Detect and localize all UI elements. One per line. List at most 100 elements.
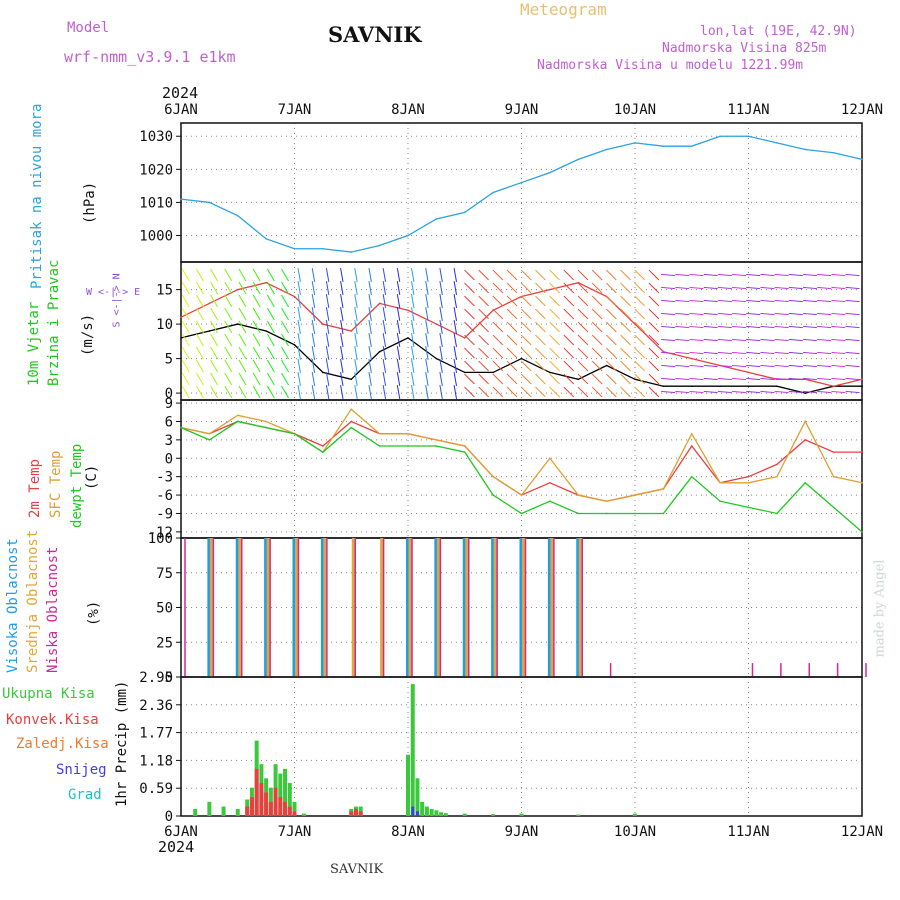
data-point: [350, 330, 353, 332]
wind-arrow: [703, 364, 718, 368]
data-point: [236, 323, 239, 325]
wind-arrow: [577, 295, 589, 307]
time-label-top: 10JAN: [614, 102, 656, 118]
wind-arrow: [297, 346, 301, 360]
wind-arrow: [746, 273, 761, 277]
data-point: [520, 494, 523, 496]
wind-arrow: [506, 386, 518, 398]
data-point: [605, 512, 608, 515]
data-point: [293, 344, 296, 346]
wind-arrow: [492, 308, 504, 320]
wind-arrow: [238, 268, 247, 282]
wind-arrow: [620, 334, 631, 346]
data-point: [832, 151, 835, 154]
wind-arrow: [535, 386, 546, 398]
bar-niska-oblacnost: [241, 538, 243, 677]
wind-arrow: [266, 294, 275, 308]
wind-arrow: [492, 321, 504, 333]
wind-arrow: [788, 390, 803, 394]
wind-arrow: [703, 286, 718, 290]
wind-arrow: [591, 386, 603, 398]
wind-arrow: [464, 321, 475, 333]
wind-arrow: [492, 334, 504, 346]
wind-arrow: [478, 347, 489, 359]
data-point: [463, 337, 466, 339]
bar-srednja-oblacnost: [295, 538, 298, 677]
wind-arrow: [297, 294, 301, 308]
wind-arrow: [281, 385, 289, 399]
wind-arrow: [591, 360, 603, 372]
y-tick-label: 1030: [139, 129, 173, 145]
wind-arrow: [760, 351, 775, 355]
wind-arrow: [591, 347, 603, 359]
year-bottom: 2024: [158, 838, 195, 856]
wind-arrow: [831, 325, 846, 329]
bar-konvek-kisa: [273, 787, 278, 816]
bar-visoka-oblacnost: [292, 538, 297, 677]
data-point: [180, 337, 182, 339]
wind-arrow: [238, 333, 247, 347]
wind-arrow: [354, 320, 358, 334]
data-point: [804, 392, 807, 394]
data-point: [322, 323, 324, 325]
wind-arrow: [464, 282, 475, 294]
bar-srednja-oblacnost: [266, 538, 270, 677]
time-label-bottom: 10JAN: [614, 824, 656, 840]
wind-arrow: [396, 333, 401, 347]
wind-arrow: [439, 346, 443, 360]
bar-konvek-kisa: [353, 808, 358, 816]
bar-niska-oblacnost: [524, 538, 527, 677]
wind-arrow: [577, 373, 589, 385]
y-tick-label: 1020: [139, 162, 173, 178]
wind-arrow: [425, 281, 429, 295]
wind-arrow: [634, 334, 646, 346]
wind-arrow: [802, 286, 817, 290]
wind-arrow: [535, 321, 546, 333]
legend-graupel: Grad: [68, 787, 102, 803]
wind-arrow: [425, 307, 429, 321]
wind-arrow: [425, 346, 429, 360]
wind-arrow: [845, 364, 860, 368]
wind-arrow: [252, 359, 261, 373]
data-point: [690, 357, 693, 360]
data-point: [690, 385, 693, 388]
data-point: [832, 506, 835, 509]
wind-arrow: [520, 282, 532, 294]
wind-arrow: [340, 281, 344, 295]
bar-visoka-oblacnost: [320, 538, 325, 677]
wind-arrow: [549, 321, 560, 333]
wind-arrow: [774, 312, 789, 316]
data-point: [322, 445, 324, 447]
bar-konvek-kisa: [268, 801, 273, 816]
wind-arrow: [817, 325, 832, 329]
cloud-ylabel-low: Niska Oblacnost: [45, 546, 61, 673]
data-point: [293, 247, 296, 250]
data-point: [407, 309, 409, 312]
wind-arrow: [252, 307, 261, 321]
wind-compass: W <-|-> E: [86, 287, 141, 298]
wind-arrow: [368, 372, 372, 386]
data-point: [690, 445, 693, 447]
footer-station: SAVNIK: [330, 862, 384, 877]
wind-arrow: [492, 295, 504, 307]
bar-ukupna-kisa: [207, 801, 212, 816]
wind-arrow: [281, 333, 289, 347]
bar-niska-oblacnost: [297, 538, 300, 677]
bar-ukupna-kisa: [429, 808, 434, 816]
wind-arrow: [675, 351, 690, 355]
wind-arrow: [195, 385, 204, 399]
wind-arrow: [354, 346, 358, 360]
temp-ylabel-2m: 2m Temp: [27, 458, 43, 518]
wind-arrow: [478, 308, 489, 320]
wind-arrow: [831, 273, 846, 277]
data-point: [690, 432, 693, 435]
wind-arrow: [425, 385, 429, 399]
data-point: [549, 371, 551, 374]
wind-arrow: [382, 294, 387, 308]
wind-arrow: [675, 325, 690, 329]
wind-arrow: [717, 325, 732, 329]
wind-arrow: [802, 325, 817, 329]
time-label-bottom: 6JAN: [164, 824, 198, 840]
wind-arrow: [478, 360, 489, 372]
wind-arrow: [774, 286, 789, 290]
